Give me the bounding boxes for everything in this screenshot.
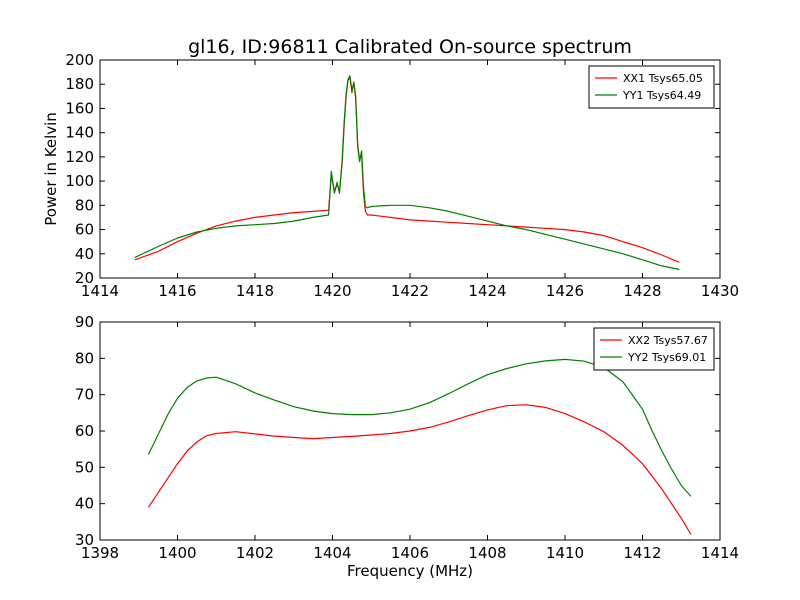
x-axis-title: Frequency (MHz): [347, 562, 473, 580]
legend-label-1: XX2 Tsys57.67: [628, 334, 708, 347]
x-tick-label: 1422: [391, 282, 429, 300]
x-tick-label: 1398: [81, 544, 119, 562]
series-line-2: [134, 75, 680, 271]
y-tick-label: 90: [75, 313, 94, 331]
x-tick-label: 1400: [158, 544, 196, 562]
x-tick-label: 1424: [468, 282, 506, 300]
x-tick-label: 1408: [468, 544, 506, 562]
legend: XX1 Tsys65.05 YY1 Tsys64.49: [588, 65, 715, 109]
x-tick-label: 1414: [701, 544, 739, 562]
y-tick-label: 80: [75, 349, 94, 367]
y-tick-label: 100: [65, 172, 94, 190]
x-tick-label: 1428: [623, 282, 661, 300]
y-tick-label: 180: [65, 75, 94, 93]
y-tick-label: 30: [75, 531, 94, 549]
y-tick-label: 160: [65, 99, 94, 117]
y-tick-label: 40: [75, 495, 94, 513]
series-line-1: [147, 404, 692, 535]
figure-title: gl16, ID:96811 Calibrated On-source spec…: [188, 36, 632, 58]
x-tick-label: 1410: [546, 544, 584, 562]
legend-label-1: XX1 Tsys65.05: [623, 72, 703, 85]
y-tick-label: 20: [75, 269, 94, 287]
x-tick-label: 1406: [391, 544, 429, 562]
legend-label-2: YY1 Tsys64.49: [622, 89, 701, 102]
x-tick-label: 1402: [236, 544, 274, 562]
x-tick-label: 1418: [236, 282, 274, 300]
legend-box: [588, 65, 715, 109]
y-tick-label: 60: [75, 221, 94, 239]
y-tick-label: 50: [75, 458, 94, 476]
x-tick-label: 1404: [313, 544, 351, 562]
y-tick-label: 70: [75, 386, 94, 404]
x-tick-label: 1412: [623, 544, 661, 562]
x-tick-label: 1416: [158, 282, 196, 300]
y-tick-label: 120: [65, 148, 94, 166]
legend-box: [593, 327, 715, 371]
x-tick-label: 1426: [546, 282, 584, 300]
x-tick-label: 1414: [81, 282, 119, 300]
y-tick-label: 80: [75, 196, 94, 214]
legend-label-2: YY2 Tsys69.01: [627, 351, 706, 364]
legend: XX2 Tsys57.67 YY2 Tsys69.01: [593, 327, 715, 371]
y-axis-title: Power in Kelvin: [42, 112, 60, 226]
y-tick-label: 60: [75, 422, 94, 440]
y-tick-label: 40: [75, 245, 94, 263]
x-tick-label: 1420: [313, 282, 351, 300]
series-line-2: [147, 358, 692, 497]
x-tick-label: 1430: [701, 282, 739, 300]
y-tick-label: 140: [65, 124, 94, 142]
top-spectrum-panel: 1414 1416 1418 1420 1422 1424 1426 1428 1430 20 40…: [42, 51, 739, 300]
bottom-spectrum-panel: 1398 1400 1402 1404 1406 1408 1410 1412 1414 30 40…: [75, 313, 739, 580]
y-tick-label: 200: [65, 51, 94, 69]
